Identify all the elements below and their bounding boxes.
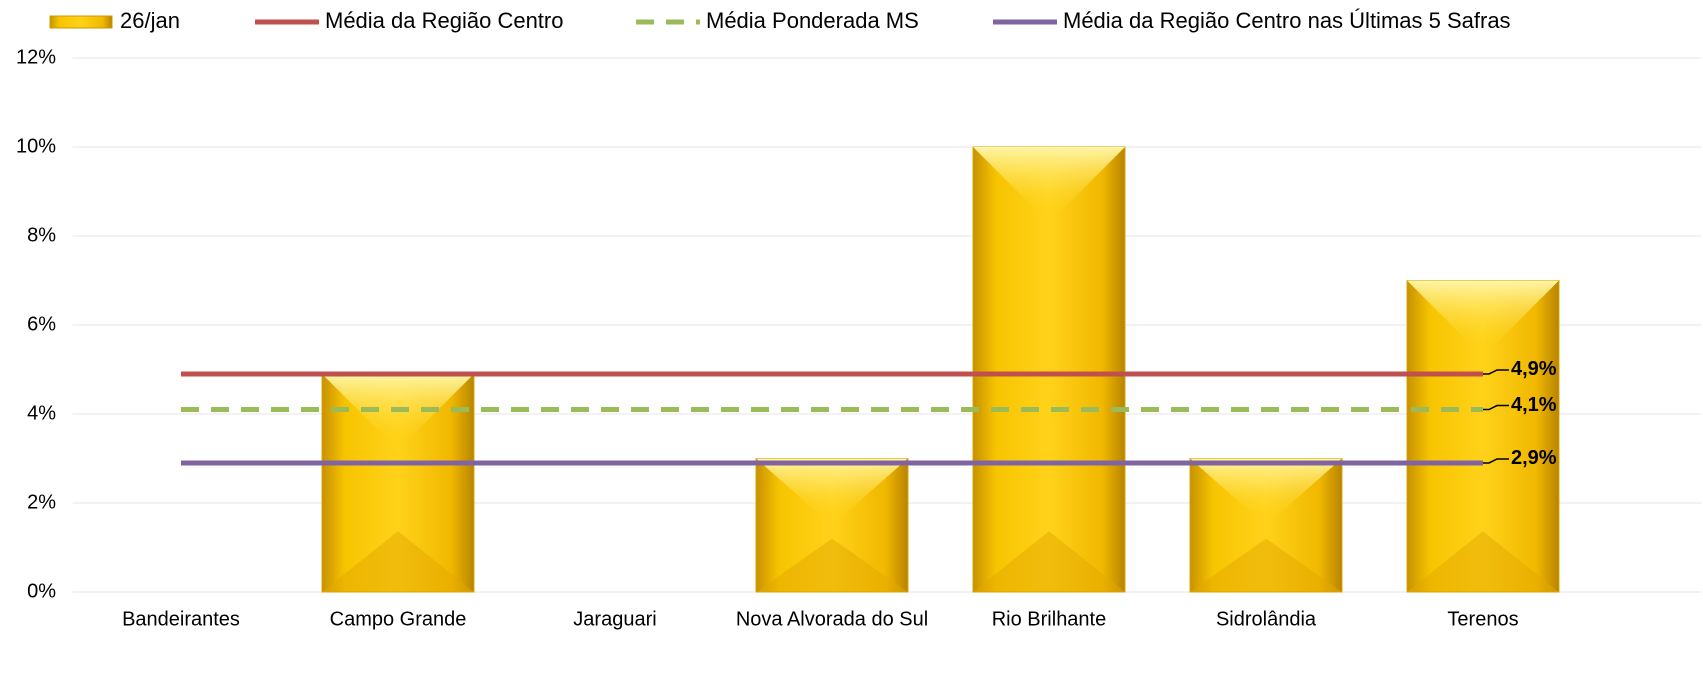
bar-group bbox=[1406, 280, 1560, 593]
bar-highlight bbox=[1407, 280, 1559, 357]
y-tick-label: 2% bbox=[27, 491, 56, 513]
bar-shade bbox=[322, 531, 474, 592]
legend-label: Média da Região Centro bbox=[325, 8, 563, 33]
x-tick-label: Bandeirantes bbox=[122, 608, 240, 630]
x-tick-label: Jaraguari bbox=[573, 608, 656, 630]
bar-highlight bbox=[973, 147, 1125, 223]
legend-label: 26/jan bbox=[120, 8, 180, 33]
leader-line bbox=[1483, 458, 1509, 464]
leader-line bbox=[1483, 404, 1509, 411]
x-tick-label: Campo Grande bbox=[330, 608, 467, 630]
legend-label: Média da Região Centro nas Últimas 5 Saf… bbox=[1063, 8, 1511, 33]
leader-line bbox=[1483, 369, 1509, 375]
y-tick-label: 4% bbox=[27, 402, 56, 424]
legend-label: Média Ponderada MS bbox=[706, 8, 919, 33]
bar-highlight bbox=[756, 458, 908, 526]
data-label: 2,9% bbox=[1511, 447, 1557, 469]
data-label: 4,9% bbox=[1511, 358, 1557, 380]
y-tick-label: 0% bbox=[27, 580, 56, 602]
data-label: 4,1% bbox=[1511, 394, 1557, 416]
y-tick-label: 12% bbox=[16, 46, 56, 68]
bar-group bbox=[755, 458, 909, 593]
y-tick-label: 6% bbox=[27, 313, 56, 335]
bar-highlight bbox=[1190, 458, 1342, 526]
bar-shade bbox=[973, 531, 1125, 592]
bar-shade bbox=[1190, 538, 1342, 592]
bar-group bbox=[1189, 458, 1343, 593]
x-tick-label: Nova Alvorada do Sul bbox=[736, 608, 928, 630]
bar-group bbox=[321, 373, 475, 593]
y-tick-label: 8% bbox=[27, 224, 56, 246]
bar-group bbox=[972, 146, 1126, 593]
bar-shade bbox=[756, 538, 908, 592]
x-tick-label: Rio Brilhante bbox=[992, 608, 1107, 630]
bar-shade bbox=[1407, 531, 1559, 592]
x-tick-label: Sidrolândia bbox=[1216, 608, 1317, 630]
legend: 26/jan Média da Região Centro Média Ponder… bbox=[49, 8, 1511, 33]
legend-swatch bbox=[49, 15, 113, 29]
x-tick-label: Terenos bbox=[1447, 608, 1518, 630]
y-tick-label: 10% bbox=[16, 135, 56, 157]
